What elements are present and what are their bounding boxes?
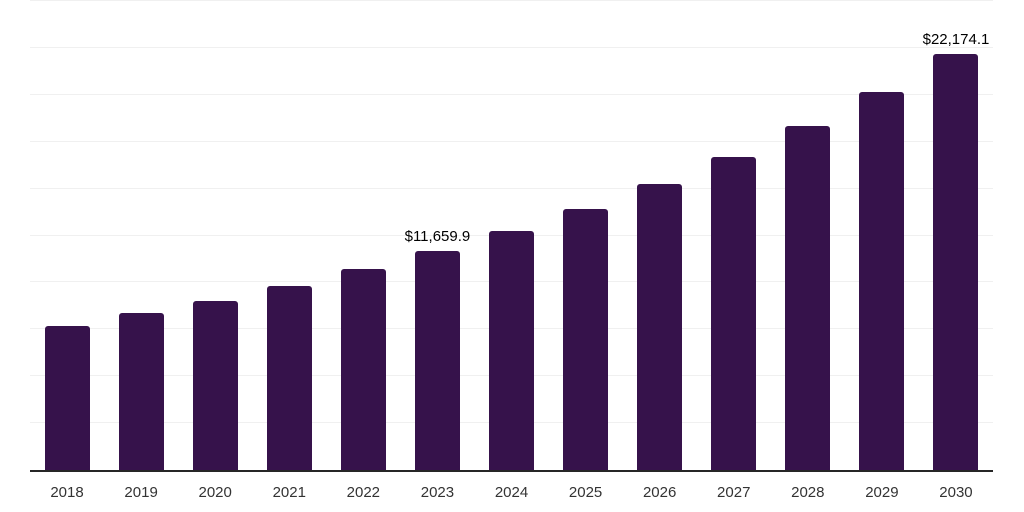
x-tick-2019: 2019 bbox=[124, 484, 158, 501]
bars-layer: $11,659.9 $22,174.1 bbox=[30, 0, 993, 470]
bar-2030[interactable] bbox=[933, 54, 979, 470]
x-tick-2022: 2022 bbox=[346, 484, 381, 501]
bar-2025[interactable] bbox=[563, 209, 609, 470]
bar-column-2021 bbox=[252, 0, 326, 470]
bar-column-2018 bbox=[30, 0, 104, 470]
bar-2019[interactable] bbox=[118, 313, 164, 470]
data-label-2030: $22,174.1 bbox=[922, 31, 990, 49]
bar-column-2025 bbox=[549, 0, 623, 470]
bar-column-2028 bbox=[771, 0, 845, 470]
bar-2029[interactable] bbox=[859, 91, 905, 470]
bar-2021[interactable] bbox=[266, 285, 312, 470]
plot-area: $11,659.9 $22,174.1 bbox=[30, 0, 993, 472]
bar-2024[interactable] bbox=[489, 230, 534, 470]
bar-column-2029 bbox=[845, 0, 919, 470]
bar-column-2020 bbox=[178, 0, 252, 470]
bar-2028[interactable] bbox=[785, 126, 831, 470]
x-tick-2029: 2029 bbox=[865, 484, 899, 501]
x-tick-2018: 2018 bbox=[50, 484, 84, 501]
bar-column-2023: $11,659.9 bbox=[400, 0, 474, 470]
bar-2018[interactable] bbox=[44, 326, 90, 470]
x-tick-2020: 2020 bbox=[198, 484, 232, 501]
bar-column-2022 bbox=[326, 0, 400, 470]
x-tick-2030: 2030 bbox=[939, 484, 973, 501]
bar-2022[interactable] bbox=[340, 269, 386, 470]
x-tick-2024: 2024 bbox=[494, 484, 529, 501]
bar-2020[interactable] bbox=[192, 301, 238, 470]
x-tick-2027: 2027 bbox=[717, 484, 751, 501]
bar-2027[interactable] bbox=[711, 156, 757, 470]
data-label-2023: $11,659.9 bbox=[404, 228, 471, 246]
x-tick-2026: 2026 bbox=[642, 484, 677, 501]
x-tick-2021: 2021 bbox=[272, 484, 306, 501]
bar-2026[interactable] bbox=[637, 184, 683, 470]
x-tick-2028: 2028 bbox=[791, 484, 825, 501]
bar-column-2030: $22,174.1 bbox=[919, 0, 993, 470]
x-axis-labels: 2018 2019 2020 2021 2022 2023 2024 2025 2026 2027… bbox=[30, 472, 993, 501]
bar-column-2027 bbox=[697, 0, 771, 470]
bar-column-2026 bbox=[623, 0, 697, 470]
x-tick-2025: 2025 bbox=[568, 484, 603, 501]
bar-2023[interactable] bbox=[414, 251, 460, 470]
bar-column-2019 bbox=[104, 0, 178, 470]
bar-column-2024 bbox=[474, 0, 548, 470]
x-tick-2023: 2023 bbox=[420, 484, 455, 501]
